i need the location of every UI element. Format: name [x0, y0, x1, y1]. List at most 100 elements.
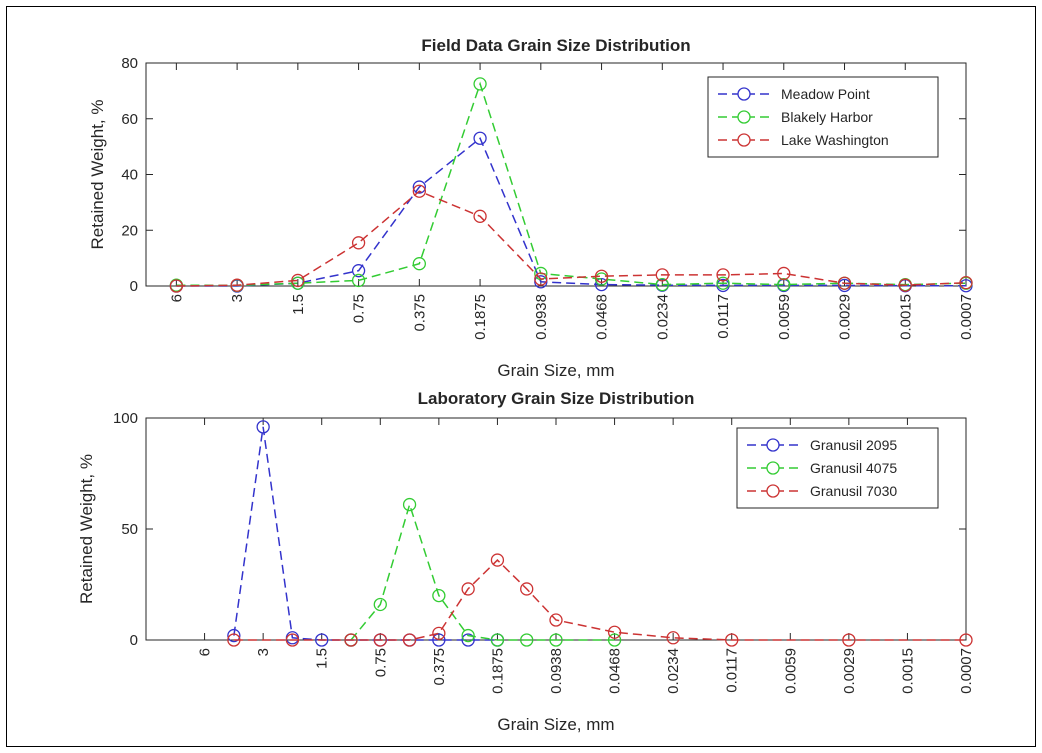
data-point: [549, 633, 563, 647]
data-point: [594, 269, 609, 283]
x-tick-label: 0.0059: [782, 648, 799, 694]
y-tick-label: 20: [121, 222, 138, 239]
chart-title: Laboratory Grain Size Distribution: [418, 389, 695, 408]
data-point: [432, 633, 446, 647]
x-tick-label: 0.0007: [958, 294, 975, 340]
x-tick-label: 6: [197, 648, 214, 656]
x-tick-label: 0.0007: [958, 648, 975, 694]
y-tick-label: 80: [121, 55, 138, 72]
x-tick-label: 0.0015: [897, 294, 914, 340]
series-line: [176, 137, 966, 287]
legend-label: Granusil 4075: [810, 460, 897, 476]
legend-marker: [737, 110, 751, 124]
data-point: [373, 633, 387, 647]
data-point: [898, 278, 912, 292]
y-tick-label: 60: [121, 111, 138, 128]
chart-panel-2: Laboratory Grain Size Distribution 0 50 100…: [77, 389, 975, 734]
data-point: [256, 420, 270, 434]
data-point: [461, 582, 475, 596]
x-tick-label: 6: [168, 294, 185, 302]
data-point: [520, 633, 534, 647]
data-point: [344, 633, 358, 647]
data-point: [473, 77, 487, 91]
data-point: [490, 633, 505, 647]
x-tick-label: 0.0468: [594, 294, 611, 340]
legend: Granusil 2095 Granusil 4075 Granusil 7030: [736, 427, 939, 509]
data-point: [594, 277, 609, 292]
data-point: [412, 257, 426, 271]
data-point: [227, 628, 241, 643]
legend-marker: [766, 438, 780, 452]
legend-marker: [766, 484, 780, 498]
data-point: [473, 209, 487, 223]
data-point: [777, 277, 791, 292]
y-axis-label: Retained Weight, %: [77, 454, 96, 604]
legend-label: Granusil 2095: [810, 437, 897, 453]
x-tick-label: 0.1875: [489, 648, 506, 694]
x-tick-label: 0.0938: [533, 294, 550, 340]
x-tick-label: 1.5: [314, 648, 331, 669]
x-tick-label: 0.0117: [715, 294, 732, 339]
x-tick-label: 0.0029: [841, 648, 858, 694]
x-tick-label: 0.0059: [776, 294, 793, 340]
y-tick-label: 100: [113, 410, 138, 427]
data-point: [607, 633, 622, 647]
x-tick-label: 0.0029: [837, 294, 854, 340]
data-point: [412, 184, 426, 198]
data-point: [315, 633, 329, 647]
data-point: [725, 633, 739, 647]
data-point: [432, 588, 446, 603]
data-point: [716, 268, 730, 282]
y-tick-label: 50: [121, 521, 138, 538]
x-tick-label: 0.0468: [607, 648, 624, 694]
data-point: [549, 613, 563, 627]
legend: Meadow Point Blakely Harbor Lake Washingto…: [707, 76, 939, 158]
legend-marker: [737, 133, 751, 147]
data-point: [351, 273, 366, 288]
y-tick-label: 40: [121, 167, 138, 184]
data-point: [461, 628, 475, 643]
data-point: [837, 276, 852, 290]
legend-label: Meadow Point: [781, 86, 870, 102]
x-tick-label: 0.0938: [548, 648, 565, 694]
x-axis-label: Grain Size, mm: [497, 715, 614, 734]
x-axis-label: Grain Size, mm: [497, 361, 614, 380]
legend-marker: [737, 87, 751, 101]
data-point: [959, 276, 973, 290]
series-line: [233, 559, 966, 641]
chart-title: Field Data Grain Size Distribution: [421, 36, 690, 55]
data-point: [227, 633, 241, 647]
y-tick-label: 0: [130, 278, 138, 295]
data-point: [607, 625, 622, 639]
x-tick-label: 3: [229, 294, 246, 302]
legend-label: Granusil 7030: [810, 483, 897, 499]
data-point: [490, 553, 505, 567]
x-tick-label: 3: [255, 648, 272, 656]
data-point: [351, 236, 366, 250]
data-point: [402, 497, 417, 512]
data-point: [716, 276, 730, 290]
x-tick-label: 0.75: [351, 294, 368, 323]
data-point: [520, 582, 534, 596]
data-point: [432, 626, 446, 640]
legend-label: Blakely Harbor: [781, 109, 873, 125]
data-point: [373, 597, 387, 612]
x-tick-label: 0.0234: [654, 294, 671, 340]
data-point: [412, 180, 426, 194]
y-tick-label: 0: [130, 632, 138, 649]
data-point: [291, 273, 305, 288]
series-3: [169, 184, 973, 293]
series-line: [350, 502, 615, 641]
legend-marker: [766, 461, 780, 475]
data-point: [285, 633, 300, 647]
data-point: [534, 272, 548, 286]
data-point: [461, 633, 475, 647]
data-point: [655, 277, 669, 292]
x-tick-label: 0.75: [372, 648, 389, 677]
data-point: [473, 131, 487, 145]
series-line: [176, 190, 967, 287]
x-tick-label: 0.0015: [899, 648, 916, 694]
data-point: [402, 633, 417, 647]
data-point: [842, 633, 856, 647]
